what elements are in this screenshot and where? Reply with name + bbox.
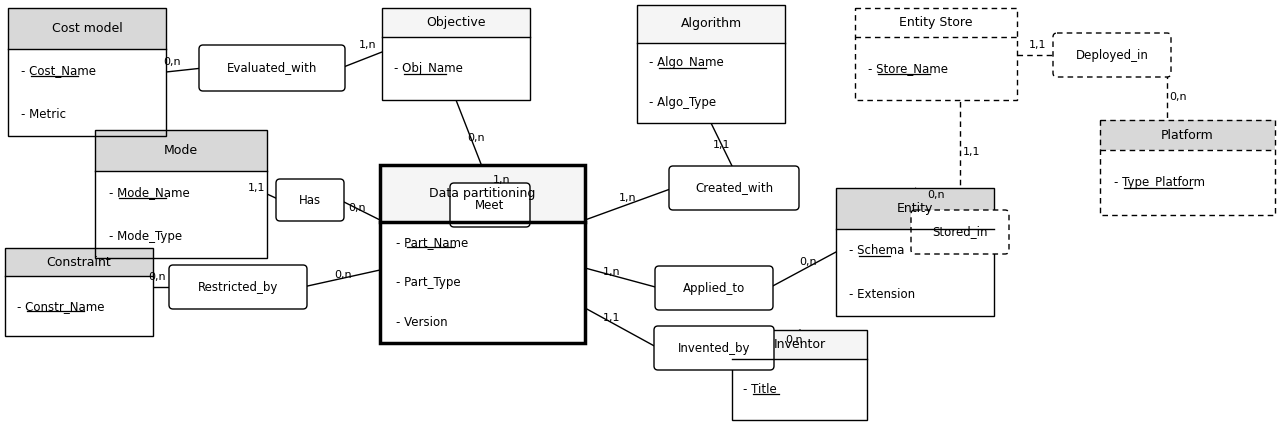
Text: - Cost_Name: - Cost_Name (21, 64, 96, 77)
Bar (382, 37, 529, 100)
Text: Algorithm: Algorithm (681, 17, 741, 30)
Text: - Title: - Title (742, 383, 777, 396)
Bar (379, 165, 585, 222)
Bar (379, 165, 585, 343)
Bar (855, 8, 1017, 100)
Text: Data partitioning: Data partitioning (429, 187, 536, 200)
Text: Has: Has (299, 194, 320, 206)
Text: Objective: Objective (426, 16, 486, 29)
Bar (855, 8, 1017, 37)
Bar (1100, 120, 1276, 151)
Text: 1,n: 1,n (494, 175, 510, 185)
Text: 0,n: 0,n (467, 133, 485, 143)
Text: - Constr_Name: - Constr_Name (17, 300, 104, 313)
Text: Applied_to: Applied_to (683, 281, 745, 294)
Text: - Version: - Version (396, 316, 447, 329)
Text: Entity Store: Entity Store (899, 16, 973, 29)
Text: 0,n: 0,n (799, 257, 817, 267)
Bar (732, 330, 867, 359)
Text: - Mode_Name: - Mode_Name (109, 186, 190, 199)
Bar (382, 8, 529, 100)
Text: Entity: Entity (897, 202, 933, 215)
Text: 1,1: 1,1 (249, 183, 265, 193)
Text: Restricted_by: Restricted_by (197, 281, 278, 293)
FancyBboxPatch shape (912, 210, 1009, 254)
Bar (5, 276, 153, 336)
Bar (732, 359, 867, 420)
FancyBboxPatch shape (655, 266, 773, 310)
Bar (95, 171, 267, 258)
Bar (95, 130, 267, 171)
Text: 0,n: 0,n (349, 203, 365, 213)
Bar (637, 5, 785, 123)
Bar (5, 248, 153, 276)
Bar (836, 188, 994, 229)
Text: 1,n: 1,n (619, 193, 637, 203)
Bar (637, 43, 785, 123)
Text: 1,n: 1,n (359, 40, 377, 50)
Text: - Algo_Name: - Algo_Name (649, 56, 723, 69)
FancyBboxPatch shape (169, 265, 306, 309)
Bar (836, 229, 994, 316)
Text: 1,1: 1,1 (713, 140, 731, 150)
Text: Platform: Platform (1161, 129, 1214, 142)
Bar (836, 188, 994, 316)
Text: 1,1: 1,1 (604, 313, 620, 323)
FancyBboxPatch shape (199, 45, 345, 91)
Text: Created_with: Created_with (695, 182, 773, 194)
Bar (8, 49, 165, 136)
Text: - Extension: - Extension (849, 288, 915, 301)
Text: Invented_by: Invented_by (678, 341, 750, 354)
FancyBboxPatch shape (654, 326, 774, 370)
Text: 0,n: 0,n (927, 190, 945, 200)
Text: - Store_Name: - Store_Name (868, 62, 947, 75)
Text: Meet: Meet (476, 198, 505, 211)
Text: Constraint: Constraint (46, 256, 112, 269)
Text: - Algo_Type: - Algo_Type (649, 96, 715, 109)
Text: - Part_Type: - Part_Type (396, 276, 462, 289)
Bar (5, 248, 153, 336)
Bar (379, 222, 585, 343)
Text: - Part_Name: - Part_Name (396, 236, 469, 249)
Bar (95, 130, 267, 258)
Text: 0,n: 0,n (1169, 92, 1187, 102)
Bar (1100, 151, 1276, 215)
Bar (855, 37, 1017, 100)
Text: 1,1: 1,1 (1029, 40, 1046, 50)
Bar (8, 8, 165, 136)
FancyBboxPatch shape (669, 166, 799, 210)
Bar (8, 8, 165, 49)
FancyBboxPatch shape (1053, 33, 1170, 77)
Text: Cost model: Cost model (51, 22, 122, 35)
Text: 0,n: 0,n (163, 57, 181, 67)
Bar (382, 8, 529, 37)
Text: - Schema: - Schema (849, 244, 904, 257)
Text: 0,n: 0,n (335, 270, 351, 280)
Bar (637, 5, 785, 43)
FancyBboxPatch shape (276, 179, 344, 221)
FancyBboxPatch shape (450, 183, 529, 227)
Text: - Obj_Name: - Obj_Name (394, 62, 463, 75)
Text: Evaluated_with: Evaluated_with (227, 62, 317, 75)
Bar (1100, 120, 1276, 215)
Text: - Type_Platform: - Type_Platform (1114, 176, 1205, 189)
Text: Mode: Mode (164, 144, 197, 157)
Text: Deployed_in: Deployed_in (1076, 48, 1149, 62)
Text: 0,n: 0,n (785, 335, 803, 345)
Text: - Metric: - Metric (21, 108, 65, 121)
Text: 1,n: 1,n (604, 267, 620, 277)
Text: - Mode_Type: - Mode_Type (109, 230, 182, 243)
Text: Inventor: Inventor (773, 338, 826, 351)
Text: 0,n: 0,n (149, 272, 165, 282)
Text: Stored_in: Stored_in (932, 226, 987, 238)
Bar (732, 330, 867, 420)
Text: 1,1: 1,1 (963, 147, 981, 157)
